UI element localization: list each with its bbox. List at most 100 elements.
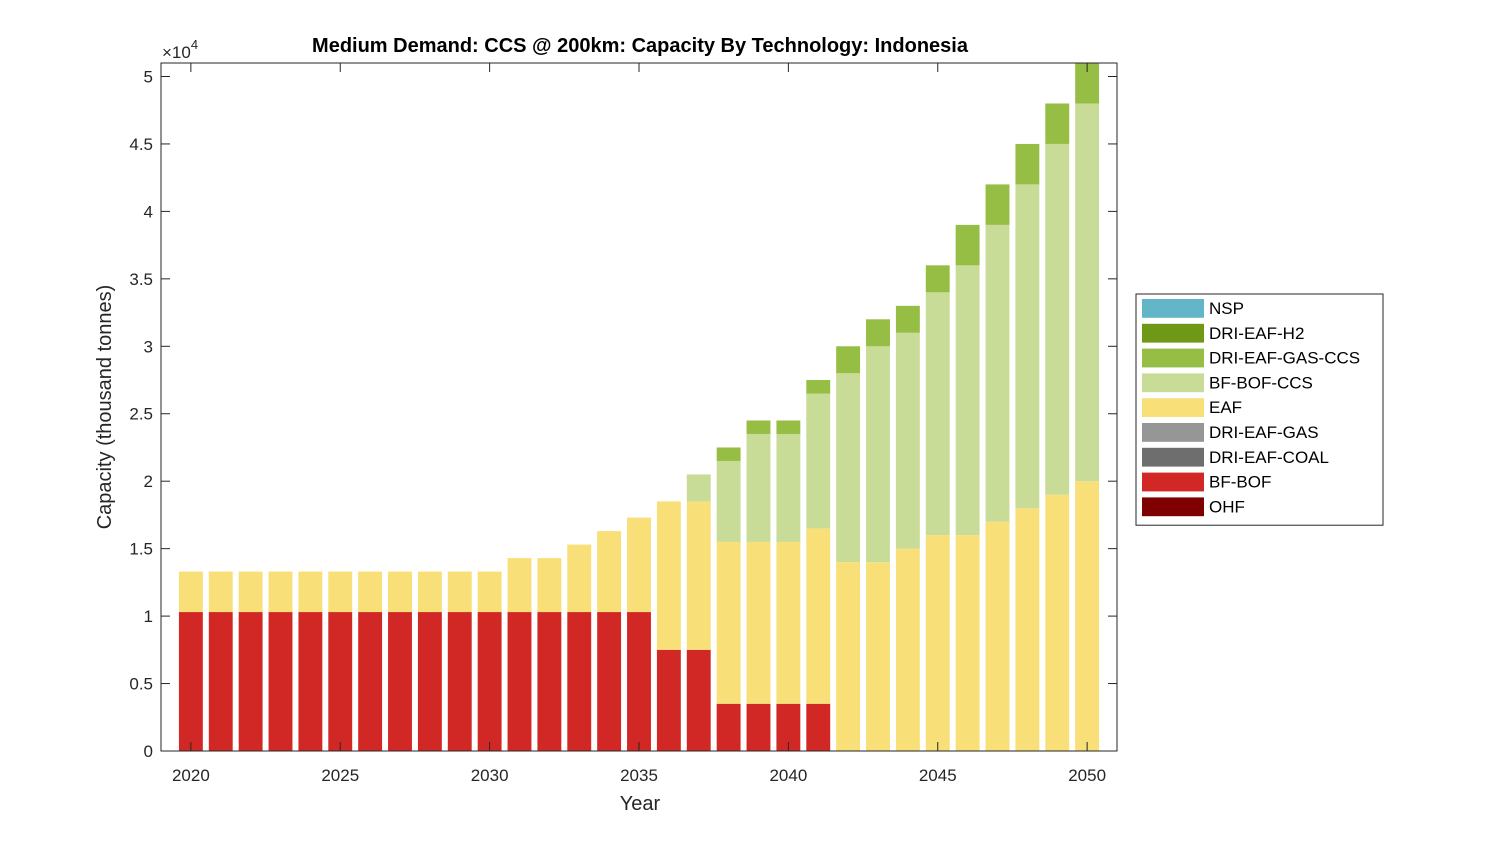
bar-dri-eaf-gas-ccs-2043 bbox=[866, 319, 890, 347]
bar-bf-bof-ccs-2043 bbox=[866, 346, 890, 563]
bar-bf-bof-2040 bbox=[776, 703, 801, 751]
bar-dri-eaf-gas-ccs-2050 bbox=[1075, 63, 1100, 104]
chart-title: Medium Demand: CCS @ 200km: Capacity By … bbox=[312, 35, 969, 57]
bar-bf-bof-2025 bbox=[328, 612, 353, 751]
y-tick-label: 3 bbox=[144, 337, 153, 356]
bar-bf-bof-ccs-2045 bbox=[925, 292, 950, 536]
bar-eaf-2042 bbox=[836, 562, 861, 751]
bar-eaf-2048 bbox=[1015, 508, 1040, 751]
legend-label-dri-eaf-coal: DRI-EAF-COAL bbox=[1209, 448, 1329, 467]
bar-bf-bof-2035 bbox=[627, 612, 651, 751]
y-tick-label: 2 bbox=[144, 472, 153, 491]
bar-bf-bof-2032 bbox=[537, 612, 562, 751]
legend-swatch-bf-bof bbox=[1142, 472, 1204, 492]
bar-eaf-2026 bbox=[358, 571, 383, 613]
bar-bf-bof-2026 bbox=[358, 612, 383, 751]
bar-eaf-2040 bbox=[776, 541, 801, 704]
bar-eaf-2027 bbox=[388, 571, 412, 613]
bar-bf-bof-ccs-2050 bbox=[1075, 103, 1100, 482]
bar-eaf-2049 bbox=[1045, 494, 1070, 751]
x-tick-label: 2020 bbox=[172, 766, 210, 785]
bar-dri-eaf-gas-ccs-2039 bbox=[746, 420, 771, 434]
y-tick-label: 5 bbox=[144, 67, 153, 86]
bar-bf-bof-ccs-2039 bbox=[746, 433, 771, 542]
bar-dri-eaf-gas-ccs-2045 bbox=[925, 265, 950, 293]
bar-bf-bof-2033 bbox=[567, 612, 592, 751]
bar-eaf-2037 bbox=[686, 501, 711, 650]
bar-eaf-2028 bbox=[417, 571, 442, 613]
bar-dri-eaf-gas-ccs-2038 bbox=[716, 447, 741, 461]
legend-swatch-ohf bbox=[1142, 497, 1204, 517]
legend-swatch-eaf bbox=[1142, 398, 1204, 417]
bar-dri-eaf-gas-ccs-2040 bbox=[776, 420, 801, 434]
bar-bf-bof-2020 bbox=[178, 612, 203, 751]
bar-dri-eaf-gas-ccs-2049 bbox=[1045, 103, 1070, 144]
bar-bf-bof-2024 bbox=[298, 612, 323, 751]
bar-bf-bof-ccs-2044 bbox=[895, 332, 920, 549]
bar-bf-bof-2030 bbox=[477, 612, 502, 751]
x-axis-ticks: 2020 2025 2030 2035 2040 2045 2050 bbox=[172, 63, 1106, 785]
y-axis-ticks: 0 0.5 1 1.5 2 2.5 3 3.5 4 4.5 5 bbox=[129, 67, 1117, 761]
legend-swatch-dri-eaf-gas bbox=[1142, 423, 1204, 442]
bar-bf-bof-2036 bbox=[656, 649, 681, 751]
bar-eaf-2033 bbox=[567, 544, 592, 613]
legend-swatch-bf-bof-ccs bbox=[1142, 373, 1204, 393]
bar-dri-eaf-gas-ccs-2041 bbox=[806, 380, 831, 394]
bar-bf-bof-ccs-2047 bbox=[985, 224, 1010, 522]
y-tick-label: 0 bbox=[144, 742, 153, 761]
y-multiplier-exponent: 4 bbox=[191, 37, 198, 52]
bar-bf-bof-2023 bbox=[268, 612, 293, 751]
bar-eaf-2021 bbox=[208, 571, 233, 613]
x-axis-label: Year bbox=[620, 793, 661, 815]
y-tick-label: 4.5 bbox=[129, 135, 153, 154]
bar-eaf-2035 bbox=[627, 517, 651, 613]
bar-eaf-2045 bbox=[925, 535, 950, 751]
bar-dri-eaf-gas-ccs-2048 bbox=[1015, 143, 1040, 185]
legend-label-dri-eaf-gas: DRI-EAF-GAS bbox=[1209, 423, 1319, 442]
bar-eaf-2022 bbox=[238, 571, 263, 613]
legend-label-dri-eaf-gas-ccs: DRI-EAF-GAS-CCS bbox=[1209, 349, 1360, 368]
bar-dri-eaf-gas-ccs-2046 bbox=[955, 224, 980, 266]
bar-bf-bof-2021 bbox=[208, 612, 233, 751]
bar-bf-bof-2027 bbox=[388, 612, 412, 751]
y-tick-label: 2.5 bbox=[129, 405, 153, 424]
bar-eaf-2032 bbox=[537, 558, 562, 613]
legend-label-bf-bof-ccs: BF-BOF-CCS bbox=[1209, 373, 1313, 392]
y-tick-label: 4 bbox=[144, 202, 153, 221]
bar-eaf-2046 bbox=[955, 535, 980, 751]
bar-dri-eaf-gas-ccs-2047 bbox=[985, 184, 1010, 225]
legend-label-dri-eaf-h2: DRI-EAF-H2 bbox=[1209, 324, 1304, 343]
bar-bf-bof-ccs-2040 bbox=[776, 433, 801, 542]
bar-bf-bof-2038 bbox=[716, 703, 741, 751]
bar-eaf-2030 bbox=[477, 571, 502, 613]
bar-bf-bof-2031 bbox=[507, 612, 532, 751]
bar-bf-bof-2041 bbox=[806, 703, 831, 751]
y-tick-label: 1.5 bbox=[129, 540, 153, 559]
bar-eaf-2024 bbox=[298, 571, 323, 613]
bar-eaf-2023 bbox=[268, 571, 293, 613]
legend-swatch-dri-eaf-gas-ccs bbox=[1142, 348, 1204, 368]
bar-bf-bof-2028 bbox=[417, 612, 442, 751]
bar-bf-bof-ccs-2037 bbox=[686, 474, 711, 502]
bar-bf-bof-2022 bbox=[238, 612, 263, 751]
y-tick-label: 0.5 bbox=[129, 675, 153, 694]
bar-eaf-2050 bbox=[1075, 481, 1100, 751]
x-tick-label: 2040 bbox=[769, 766, 807, 785]
bar-bf-bof-ccs-2046 bbox=[955, 265, 980, 536]
legend-swatch-dri-eaf-h2 bbox=[1142, 323, 1204, 343]
bar-bf-bof-2034 bbox=[597, 612, 622, 751]
x-tick-label: 2030 bbox=[471, 766, 509, 785]
x-tick-label: 2025 bbox=[321, 766, 359, 785]
bar-bf-bof-2039 bbox=[746, 703, 771, 751]
legend-swatch-dri-eaf-coal bbox=[1142, 447, 1204, 467]
x-tick-label: 2035 bbox=[620, 766, 658, 785]
bar-eaf-2031 bbox=[507, 558, 532, 613]
bar-eaf-2039 bbox=[746, 541, 771, 704]
bar-bf-bof-ccs-2049 bbox=[1045, 143, 1070, 495]
bar-eaf-2029 bbox=[447, 571, 472, 613]
bar-bf-bof-ccs-2042 bbox=[836, 373, 861, 563]
bars-group bbox=[178, 63, 1100, 751]
x-tick-label: 2045 bbox=[919, 766, 957, 785]
legend-label-ohf: OHF bbox=[1209, 497, 1245, 516]
x-tick-label: 2050 bbox=[1068, 766, 1106, 785]
